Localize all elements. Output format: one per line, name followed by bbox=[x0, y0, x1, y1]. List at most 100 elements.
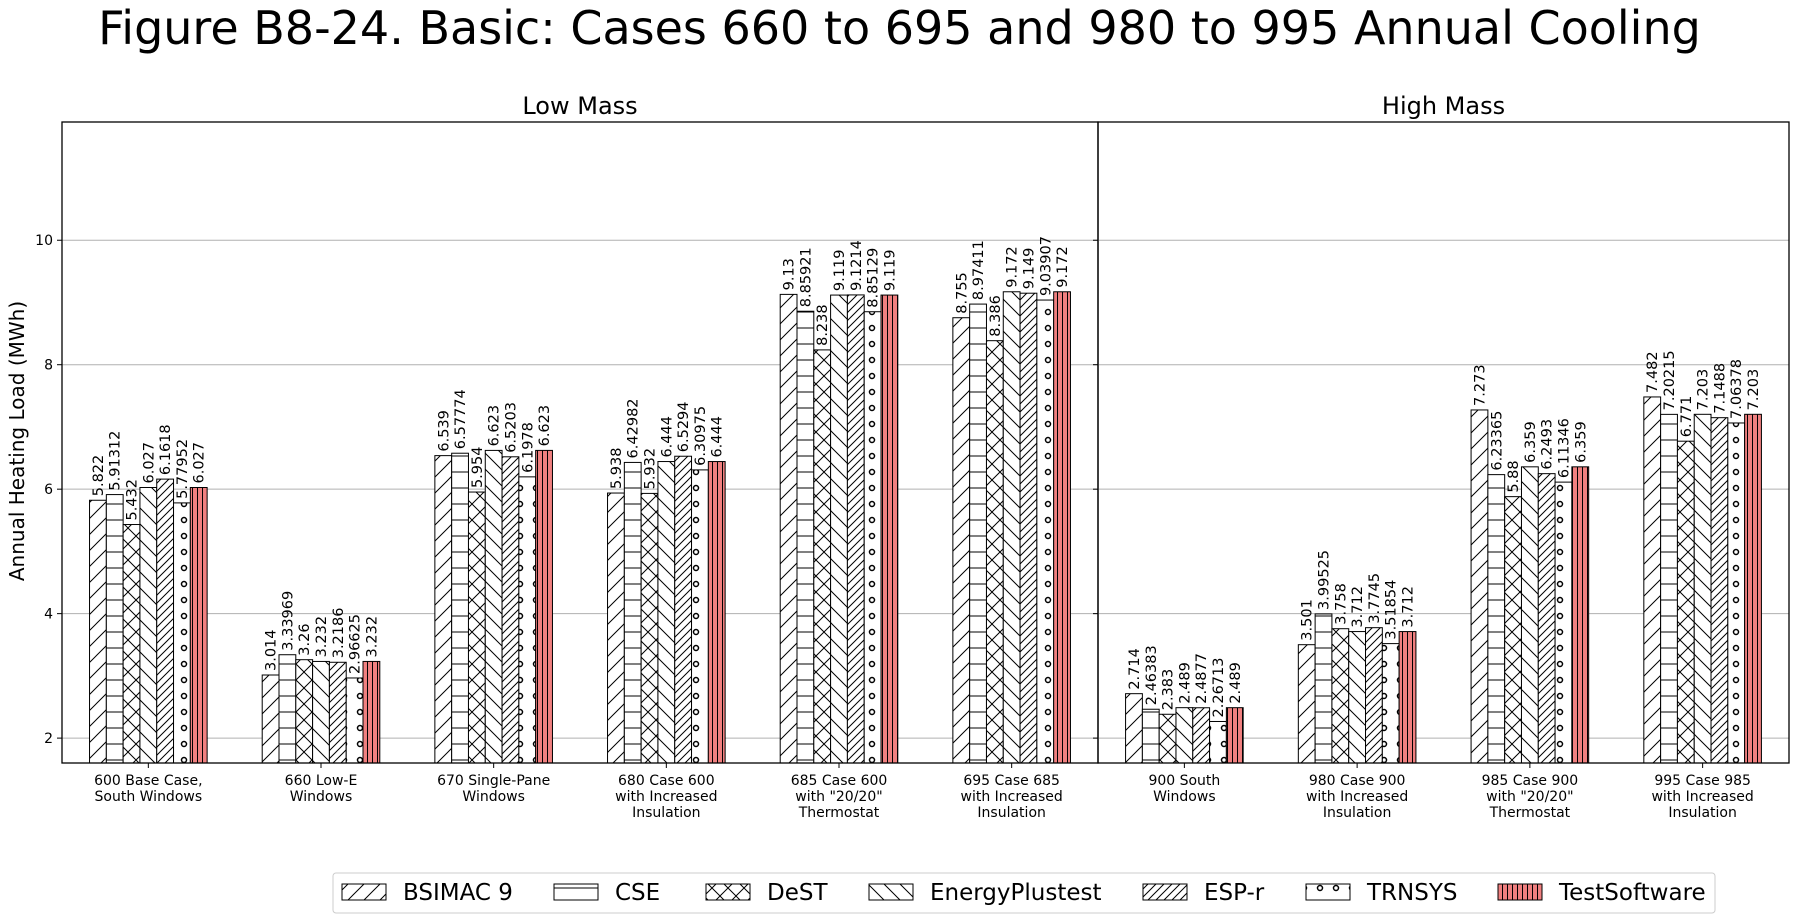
bar-hatch bbox=[1727, 422, 1746, 764]
bar-hatch bbox=[345, 677, 364, 764]
bar-hatch bbox=[261, 674, 280, 764]
bar-hatch bbox=[880, 294, 899, 764]
legend-swatch-hatch bbox=[553, 883, 599, 901]
bar-hatch bbox=[830, 294, 848, 764]
data-label: 2.26713 bbox=[1211, 658, 1227, 718]
data-label: 7.1488 bbox=[1712, 363, 1728, 414]
data-label: 6.359 bbox=[1573, 421, 1589, 463]
data-label: 6.11346 bbox=[1556, 418, 1572, 478]
data-label: 3.014 bbox=[264, 629, 280, 671]
data-label: 8.238 bbox=[815, 304, 831, 346]
data-label: 3.232 bbox=[364, 616, 380, 658]
data-label: 6.23365 bbox=[1489, 411, 1505, 471]
bar-hatch bbox=[1744, 413, 1762, 764]
bar-hatch bbox=[434, 455, 453, 764]
category-label: 980 Case 900 with Increased Insulation bbox=[1306, 773, 1408, 821]
bar-hatch bbox=[1002, 291, 1021, 764]
data-label: 9.149 bbox=[1021, 248, 1037, 290]
data-label: 3.2186 bbox=[331, 608, 347, 659]
bar-hatch bbox=[1175, 707, 1194, 764]
bar-hatch bbox=[122, 524, 141, 764]
bar-hatch bbox=[1660, 413, 1678, 764]
legend: BSIMAC 9 CSE DeST EnergyPlustest ESP-r TRNSYS… bbox=[332, 872, 1716, 914]
data-label: 7.203 bbox=[1746, 369, 1762, 411]
bar-hatch bbox=[1710, 417, 1729, 764]
bar-hatch bbox=[189, 486, 208, 764]
data-label: 7.20215 bbox=[1662, 350, 1678, 410]
legend-swatch-hatch bbox=[868, 883, 914, 901]
data-label: 6.027 bbox=[141, 442, 157, 484]
bar-hatch bbox=[105, 494, 124, 764]
bar-hatch bbox=[1158, 713, 1177, 764]
data-label: 9.119 bbox=[832, 250, 848, 292]
bar-hatch bbox=[1019, 292, 1038, 764]
data-label: 7.273 bbox=[1472, 364, 1488, 406]
bar-hatch bbox=[846, 294, 865, 764]
bar-hatch bbox=[1381, 643, 1400, 764]
data-label: 6.623 bbox=[487, 405, 503, 447]
bar-hatch bbox=[1365, 627, 1383, 764]
bar-hatch bbox=[707, 461, 726, 764]
data-label: 5.77952 bbox=[175, 439, 191, 499]
legend-swatch-hatch bbox=[341, 883, 387, 901]
legend-swatch-hatch bbox=[1497, 883, 1543, 901]
data-label: 9.1214 bbox=[849, 240, 865, 291]
data-label: 3.33969 bbox=[280, 591, 296, 651]
y-axis-label: Annual Heating Load (MWh) bbox=[5, 301, 29, 581]
bar-hatch bbox=[1192, 707, 1211, 764]
bar-hatch bbox=[362, 660, 381, 764]
high-panel-title: High Mass bbox=[1382, 92, 1505, 120]
data-label: 2.489 bbox=[1228, 662, 1244, 704]
bar-hatch bbox=[1470, 409, 1489, 764]
bar-hatch bbox=[1571, 466, 1590, 764]
legend-swatch-hatch bbox=[705, 883, 751, 901]
bar-hatch bbox=[1225, 707, 1244, 764]
bar-hatch bbox=[484, 449, 503, 764]
data-label: 9.172 bbox=[1005, 246, 1021, 288]
bar-hatch bbox=[295, 659, 314, 764]
bar-hatch bbox=[1554, 481, 1573, 764]
bar-hatch bbox=[1141, 708, 1160, 764]
bar-hatch bbox=[779, 293, 798, 764]
bar-hatch bbox=[863, 311, 882, 764]
data-label: 2.383 bbox=[1161, 669, 1177, 711]
bar-hatch bbox=[1036, 299, 1055, 764]
legend-box bbox=[332, 872, 1716, 914]
y-tick-label: 10 bbox=[35, 233, 53, 249]
category-label: 685 Case 600 with "20/20" Thermostat bbox=[791, 773, 888, 821]
bar-hatch bbox=[139, 486, 158, 764]
y-tick-label: 6 bbox=[44, 482, 53, 498]
legend-label: EnergyPlustest bbox=[930, 880, 1102, 906]
data-label: 6.359 bbox=[1523, 421, 1539, 463]
legend-label: CSE bbox=[615, 880, 660, 906]
legend-label: ESP-r bbox=[1204, 880, 1265, 906]
legend-label: TestSoftware bbox=[1558, 880, 1706, 906]
category-label: 900 South Windows bbox=[1148, 773, 1220, 805]
category-label: 660 Low-E Windows bbox=[285, 773, 358, 805]
bar-hatch bbox=[1643, 396, 1662, 764]
data-label: 8.85921 bbox=[798, 247, 814, 307]
category-label: 695 Case 685 with Increased Insulation bbox=[961, 773, 1063, 821]
bar-hatch bbox=[1331, 628, 1350, 764]
data-label: 5.938 bbox=[609, 448, 625, 490]
bar-hatch bbox=[89, 499, 107, 764]
data-label: 3.51854 bbox=[1384, 580, 1400, 640]
data-label: 9.13 bbox=[782, 258, 798, 290]
data-label: 3.501 bbox=[1300, 599, 1316, 641]
bar-hatch bbox=[1297, 644, 1316, 764]
data-label: 3.712 bbox=[1401, 586, 1417, 628]
bar-hatch bbox=[657, 461, 676, 764]
legend-swatch-hatch bbox=[1305, 883, 1351, 901]
bar-hatch bbox=[1125, 693, 1143, 764]
data-label: 6.5203 bbox=[503, 402, 519, 453]
data-label: 3.99525 bbox=[1317, 550, 1333, 610]
bar-hatch bbox=[1520, 466, 1539, 764]
data-label: 6.1618 bbox=[158, 424, 174, 475]
y-tick-label: 8 bbox=[44, 358, 53, 374]
legend-label: TRNSYS bbox=[1366, 880, 1457, 906]
data-label: 5.91312 bbox=[108, 431, 124, 491]
data-label: 3.758 bbox=[1333, 583, 1349, 625]
category-label: 670 Single-Pane Windows bbox=[437, 773, 550, 805]
data-label: 2.96625 bbox=[348, 614, 364, 674]
bar-hatch bbox=[1487, 474, 1506, 764]
